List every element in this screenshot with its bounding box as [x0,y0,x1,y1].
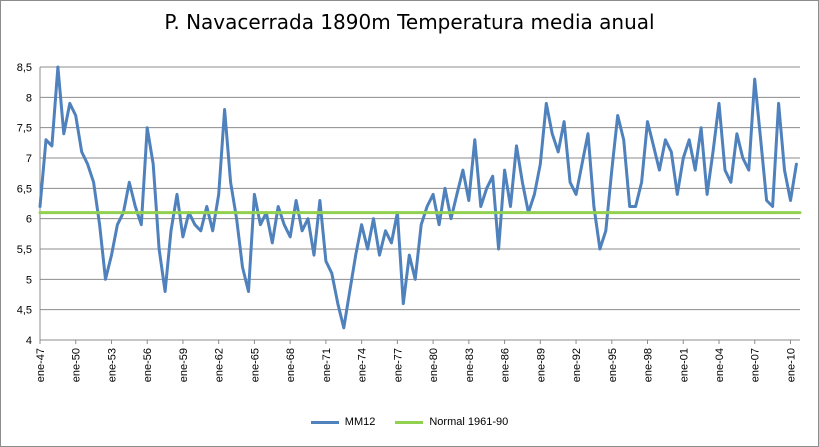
y-tick-label: 5,5 [17,244,32,256]
y-tick-label: 4 [26,335,32,347]
y-tick-label: 7,5 [17,123,32,135]
x-tick-label: ene-47 [35,348,47,382]
legend-label-mm12: MM12 [344,416,376,428]
x-tick-label: ene-71 [321,348,333,382]
x-tick-label: ene-83 [464,348,476,382]
x-tick-label: ene-56 [142,348,154,382]
x-tick-label: ene-77 [392,348,404,382]
x-tick-label: ene-65 [249,348,261,382]
chart-title: P. Navacerrada 1890m Temperatura media a… [164,10,655,34]
x-tick-label: ene-80 [428,348,440,382]
y-tick-label: 6 [26,214,32,226]
x-tick-label: ene-95 [607,348,619,382]
x-tick-label: ene-10 [785,348,797,382]
legend-item-normal: Normal 1961-90 [395,416,508,428]
x-tick-label: ene-50 [71,348,83,382]
legend-swatch-normal [395,420,424,424]
x-tick-label: ene-53 [106,348,118,382]
y-tick-label: 7 [26,153,32,165]
x-tick-label: ene-59 [178,348,190,382]
y-tick-label: 8 [26,92,32,104]
x-tick-label: ene-74 [357,348,369,382]
legend-item-mm12: MM12 [310,416,376,428]
y-tick-label: 8,5 [17,62,32,74]
legend: MM12 Normal 1961-90 [0,412,819,432]
y-tick-label: 6,5 [17,183,32,195]
x-tick-label: ene-62 [214,348,226,382]
x-tick-label: ene-68 [285,348,297,382]
series-line-mm12 [38,65,798,330]
x-tick-label: ene-07 [750,348,762,382]
x-tick-label: ene-04 [714,348,726,382]
y-tick-label: 4,5 [17,305,32,317]
x-tick-label: ene-98 [643,348,655,382]
legend-label-normal: Normal 1961-90 [429,416,509,428]
x-tick-label: ene-92 [571,348,583,382]
x-tick-label: ene-86 [500,348,512,382]
x-tick-label: ene-89 [535,348,547,382]
x-tick-label: ene-01 [678,348,690,382]
legend-swatch-mm12 [310,420,339,424]
y-tick-label: 5 [26,274,32,286]
